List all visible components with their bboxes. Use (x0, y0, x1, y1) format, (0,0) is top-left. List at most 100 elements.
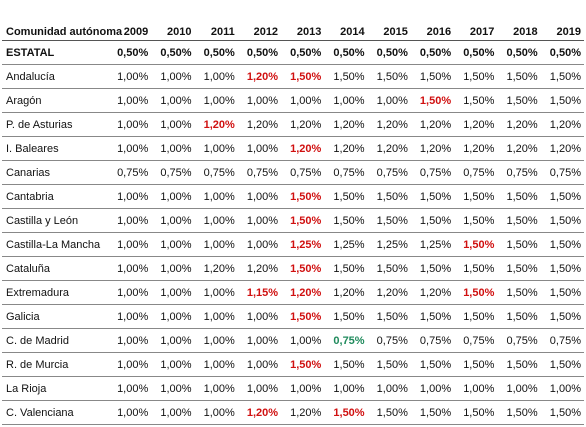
rate-cell: 0,75% (367, 328, 411, 353)
rate-cell: 1,00% (367, 88, 411, 113)
rate-cell: 1,20% (281, 400, 325, 425)
table-row: P. de Asturias 1,00% 1,00% 1,20% 1,20% 1,20% 1… (2, 112, 584, 137)
rate-cell: 0,50% (497, 40, 541, 65)
rate-cell: 1,00% (108, 208, 152, 233)
rate-cell: 1,00% (151, 88, 195, 113)
rate-cell: 1,00% (108, 328, 152, 353)
rate-cell: 1,00% (151, 232, 195, 257)
rate-cell: 1,00% (108, 304, 152, 329)
rate-cell: 0,50% (324, 40, 368, 65)
rate-cell: 1,20% (324, 136, 368, 161)
rate-cell: 1,00% (324, 376, 368, 401)
rate-cell: 1,00% (108, 352, 152, 377)
table-row: Castilla-La Mancha 1,00% 1,00% 1,00% 1,00% 1,… (2, 232, 584, 257)
rate-cell: 1,50% (324, 208, 368, 233)
rate-cell: 1,20% (237, 64, 282, 89)
rate-cell: 1,50% (410, 304, 455, 329)
rate-cell: 0,50% (194, 40, 238, 65)
rate-cell: 1,50% (540, 232, 584, 257)
rate-cell: 1,00% (454, 376, 498, 401)
rate-cell: 1,00% (194, 328, 238, 353)
rate-cell: 1,20% (237, 400, 282, 425)
rate-cell: 1,00% (108, 88, 152, 113)
rate-cell: 1,00% (151, 376, 195, 401)
table-row: R. de Murcia 1,00% 1,00% 1,00% 1,00% 1,50% 1,5… (2, 352, 584, 377)
rate-cell: 1,00% (194, 352, 238, 377)
rate-cell: 1,50% (454, 352, 498, 377)
rate-cell: 0,75% (454, 160, 498, 185)
column-label-region: Comunidad autónoma (2, 0, 122, 41)
rate-cell: 1,20% (410, 136, 455, 161)
rate-cell: 1,50% (497, 232, 541, 257)
rate-cell: 1,00% (108, 280, 152, 305)
rate-cell: 1,50% (367, 352, 411, 377)
table-row: C. de Madrid 1,00% 1,00% 1,00% 1,00% 1,00% 0,7… (2, 328, 584, 353)
rate-cell: 1,50% (454, 184, 498, 209)
rate-cell: 1,50% (281, 256, 325, 281)
rate-cell: 1,00% (151, 328, 195, 353)
rate-cell: 1,00% (281, 88, 325, 113)
rate-cell: 0,75% (324, 160, 368, 185)
rate-cell: 1,50% (324, 304, 368, 329)
table-row: Cantabria 1,00% 1,00% 1,00% 1,00% 1,50% 1,50% 1… (2, 184, 584, 209)
rate-cell: 1,00% (194, 208, 238, 233)
rate-cell: 1,25% (367, 232, 411, 257)
rate-cell: 1,50% (454, 64, 498, 89)
rate-cell: 1,00% (194, 304, 238, 329)
region-name: Castilla-La Mancha (2, 232, 108, 257)
rate-cell: 0,75% (367, 160, 411, 185)
rate-cell: 1,00% (151, 184, 195, 209)
rate-cell: 1,50% (540, 64, 584, 89)
rate-cell: 1,00% (237, 184, 282, 209)
table-row: Galicia 1,00% 1,00% 1,00% 1,00% 1,50% 1,50% 1,5… (2, 304, 584, 329)
rate-cell: 0,50% (108, 40, 152, 65)
rate-cell: 1,00% (194, 184, 238, 209)
year-header: 2017 (454, 0, 498, 41)
region-name: Cataluña (2, 256, 108, 281)
rate-cell: 1,50% (497, 352, 541, 377)
rate-cell: 0,50% (367, 40, 411, 65)
year-header: 2011 (194, 0, 238, 41)
year-header: 2009 (108, 0, 152, 41)
rate-cell: 1,20% (194, 256, 238, 281)
rate-cell: 1,00% (540, 376, 584, 401)
rate-cell: 1,00% (237, 352, 282, 377)
table-row: I. Baleares 1,00% 1,00% 1,00% 1,00% 1,20% 1,20… (2, 136, 584, 161)
rate-cell: 1,20% (367, 112, 411, 137)
rate-cell: 1,20% (367, 136, 411, 161)
rate-cell: 1,00% (151, 136, 195, 161)
table-header: Comunidad autónoma 2009 2010 2011 2012 2… (2, 0, 584, 41)
rate-cell: 1,00% (108, 136, 152, 161)
rate-cell: 1,20% (497, 112, 541, 137)
rate-cell: 1,50% (281, 352, 325, 377)
rate-cell: 0,75% (237, 160, 282, 185)
rate-cell: 1,20% (410, 280, 455, 305)
rate-cell: 1,50% (410, 400, 455, 425)
region-name: C. de Madrid (2, 328, 108, 353)
rate-cell: 1,00% (151, 400, 195, 425)
rate-cell: 0,50% (151, 40, 195, 65)
rate-cell: 1,00% (237, 232, 282, 257)
region-name: R. de Murcia (2, 352, 108, 377)
rate-cell: 1,00% (108, 400, 152, 425)
rate-cell: 0,75% (410, 160, 455, 185)
rate-cell: 1,00% (367, 376, 411, 401)
table-row: La Rioja 1,00% 1,00% 1,00% 1,00% 1,00% 1,00% 1,… (2, 376, 584, 401)
rate-cell: 1,00% (151, 112, 195, 137)
rate-cell: 1,00% (108, 112, 152, 137)
rate-cell: 0,75% (194, 160, 238, 185)
table-body: ESTATAL 0,50% 0,50% 0,50% 0,50% 0,50% 0,50% 0,5… (2, 40, 584, 425)
rate-cell: 1,50% (454, 232, 498, 257)
rate-cell: 1,00% (151, 280, 195, 305)
rate-cell: 1,50% (324, 400, 368, 425)
rate-cell: 1,50% (497, 184, 541, 209)
rate-cell: 1,50% (367, 304, 411, 329)
rate-cell: 1,00% (151, 208, 195, 233)
year-header: 2013 (281, 0, 325, 41)
table-row: Extremadura 1,00% 1,00% 1,00% 1,15% 1,20% 1,20… (2, 280, 584, 305)
rate-cell: 1,50% (367, 208, 411, 233)
table-row: C. Valenciana 1,00% 1,00% 1,00% 1,20% 1,20% 1,… (2, 400, 584, 425)
rate-cell: 1,00% (281, 376, 325, 401)
rate-cell: 1,50% (454, 280, 498, 305)
rate-cell: 1,20% (324, 280, 368, 305)
